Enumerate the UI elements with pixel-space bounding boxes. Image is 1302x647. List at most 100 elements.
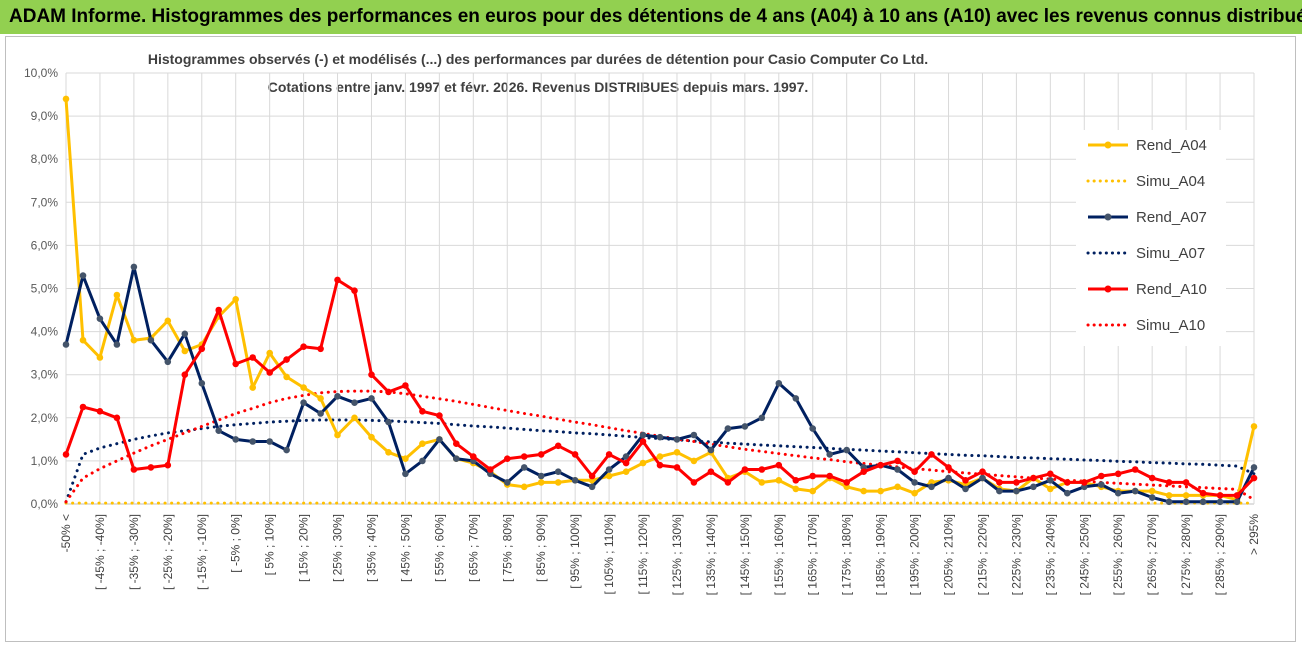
data-point-rend-a10 (1013, 479, 1020, 486)
data-point-rend-a10 (639, 438, 647, 445)
x-tick-label: [ 155% ; 160%] (772, 514, 786, 595)
data-point-rend-a07 (164, 358, 172, 366)
data-point-rend-a07 (232, 436, 239, 443)
x-tick-label: [ 135% ; 140%] (704, 514, 718, 595)
data-point-rend-a10 (147, 464, 155, 471)
legend-label-rend-a07: Rend_A07 (1136, 209, 1207, 226)
data-point-rend-a10 (894, 457, 901, 465)
data-point-rend-a10 (113, 414, 121, 422)
data-point-rend-a07 (588, 483, 596, 491)
x-tick-label: [ 85% ; 90%] (534, 514, 548, 582)
data-point-rend-a10 (232, 360, 239, 368)
data-point-rend-a04 (266, 349, 274, 357)
data-point-rend-a10 (283, 356, 290, 363)
data-point-rend-a04 (690, 457, 698, 465)
x-tick-label: [ 215% ; 220%] (975, 514, 989, 595)
data-point-rend-a04 (877, 487, 884, 495)
data-point-rend-a07 (1250, 464, 1258, 471)
chart-subtitle-line2: Cotations entre janv. 1997 et févr. 2026… (267, 79, 809, 95)
y-tick-label: 9,0% (31, 109, 59, 123)
data-point-rend-a07 (1047, 477, 1054, 484)
data-point-rend-a10 (300, 343, 307, 351)
data-point-rend-a04 (368, 433, 375, 441)
legend-swatch-simu-a04 (1086, 179, 1130, 183)
legend: Rend_A04 Simu_A04 Rend_A07 Simu_A07 Rend… (1076, 130, 1226, 346)
data-point-rend-a07 (368, 395, 375, 402)
data-point-rend-a10 (1114, 470, 1122, 478)
y-tick-label: 5,0% (31, 282, 59, 296)
data-point-rend-a10 (1199, 489, 1207, 497)
data-point-rend-a07 (334, 393, 341, 400)
x-tick-labels: -50% < [ -45% ; -40%] [ -35% ; -30%] [ -25%… (59, 514, 1261, 596)
data-point-rend-a10 (690, 479, 698, 486)
data-point-rend-a04 (351, 414, 358, 422)
data-point-rend-a07 (928, 483, 935, 491)
data-point-rend-a07 (198, 380, 206, 387)
x-tick-label: [ 265% ; 270%] (1145, 514, 1159, 595)
legend-item-simu-a07: Simu_A07 (1086, 242, 1226, 266)
x-tick-label: [ 125% ; 130%] (670, 514, 684, 595)
x-tick-label: [ 285% ; 290%] (1213, 514, 1227, 595)
data-point-rend-a07 (724, 425, 732, 432)
data-point-rend-a10 (775, 461, 783, 469)
data-point-rend-a10 (758, 466, 766, 473)
data-point-rend-a10 (1098, 472, 1105, 480)
data-point-rend-a04 (232, 296, 239, 303)
data-point-rend-a10 (1182, 479, 1190, 486)
data-point-rend-a10 (1064, 479, 1071, 486)
data-point-rend-a10 (571, 451, 579, 458)
data-point-rend-a10 (996, 479, 1003, 486)
data-point-rend-a04 (911, 489, 918, 497)
data-point-rend-a10 (673, 464, 681, 471)
data-point-rend-a10 (164, 461, 172, 469)
x-tick-label: [ 275% ; 280%] (1179, 514, 1193, 595)
y-tick-label: 10,0% (24, 66, 58, 80)
data-point-rend-a07 (843, 446, 850, 454)
x-tick-label: [ 245% ; 250%] (1077, 514, 1091, 595)
data-point-rend-a10 (707, 468, 715, 476)
data-point-rend-a07 (62, 341, 70, 348)
data-point-rend-a10 (96, 408, 104, 415)
x-tick-label: [ 35% ; 40%] (364, 514, 378, 582)
data-point-rend-a04 (402, 455, 409, 463)
data-point-rend-a07 (707, 446, 715, 454)
data-point-rend-a07 (385, 418, 392, 426)
data-point-rend-a10 (843, 479, 850, 486)
data-point-rend-a10 (826, 472, 833, 480)
data-point-rend-a04 (1047, 485, 1054, 493)
data-point-rend-a10 (266, 369, 274, 376)
data-point-rend-a10 (1165, 479, 1173, 486)
legend-item-simu-a10: Simu_A10 (1086, 314, 1226, 338)
data-point-rend-a10 (724, 479, 732, 486)
data-point-rend-a07 (113, 341, 121, 348)
data-point-rend-a04 (1148, 487, 1156, 495)
data-point-rend-a07 (758, 414, 766, 422)
x-tick-label: [ 95% ; 100%] (568, 514, 582, 589)
x-tick-label: [ 145% ; 150%] (738, 514, 752, 595)
data-point-rend-a07 (453, 455, 460, 463)
data-point-rend-a10 (419, 408, 426, 415)
data-point-rend-a10 (520, 453, 528, 460)
data-point-rend-a04 (758, 479, 766, 486)
data-point-rend-a10 (860, 468, 867, 476)
data-point-rend-a07 (962, 485, 969, 493)
legend-item-simu-a04: Simu_A04 (1086, 170, 1226, 194)
x-tick-label: [ -45% ; -40%] (93, 514, 107, 590)
data-point-rend-a10 (1131, 466, 1139, 473)
data-point-rend-a10 (741, 466, 749, 473)
data-point-rend-a10 (79, 403, 87, 411)
data-point-rend-a04 (673, 449, 681, 456)
data-point-rend-a10 (470, 453, 477, 460)
x-tick-label: [ 205% ; 210%] (942, 514, 956, 595)
x-tick-label: [ -5% ; 0%] (229, 514, 243, 573)
legend-item-rend-a10: Rend_A10 (1086, 278, 1226, 302)
data-point-rend-a07 (656, 433, 664, 441)
data-point-rend-a07 (181, 330, 189, 338)
data-point-rend-a04 (317, 395, 324, 402)
y-tick-label: 1,0% (31, 454, 59, 468)
data-point-rend-a07 (1013, 487, 1020, 495)
data-point-rend-a10 (453, 440, 460, 448)
data-point-rend-a07 (622, 453, 630, 460)
data-point-rend-a07 (979, 474, 986, 482)
